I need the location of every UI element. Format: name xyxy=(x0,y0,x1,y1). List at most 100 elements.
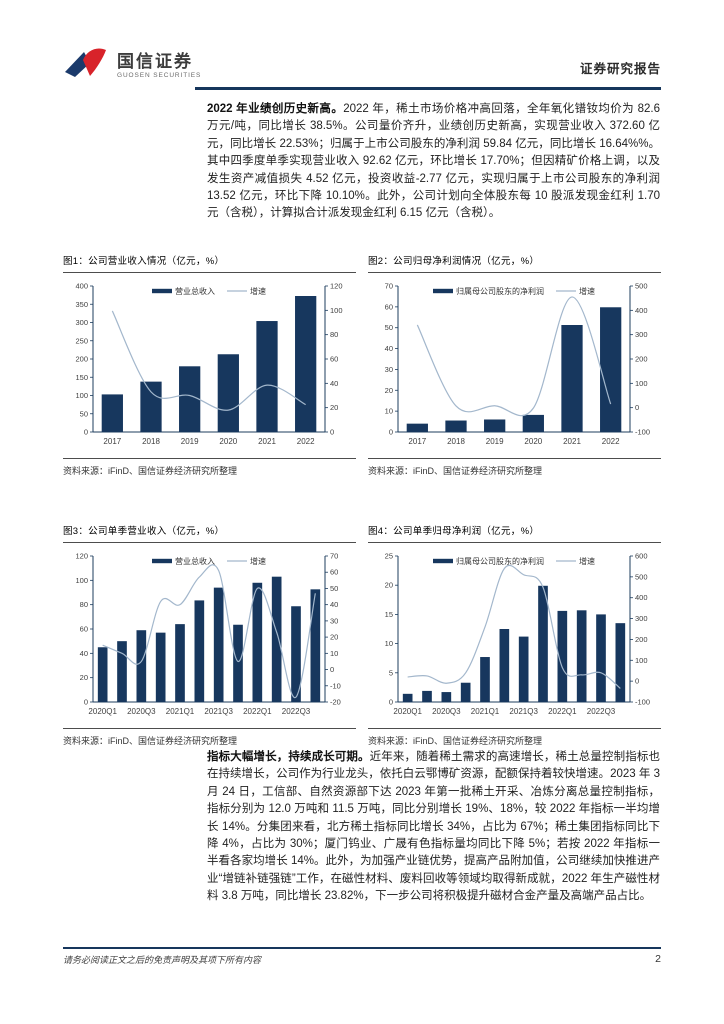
svg-text:2020Q1: 2020Q1 xyxy=(88,707,117,716)
svg-text:120: 120 xyxy=(75,552,88,561)
page-footer: 请务必阅读正文之后的免责声明及其项下所有内容 2 xyxy=(63,947,661,966)
page-header: 国信证券 GUOSEN SECURITIES 证券研究报告 xyxy=(63,46,661,90)
figure-1-title: 图1：公司营业收入情况（亿元，%） xyxy=(63,253,356,273)
figure-4-title: 图4：公司单季归母净利润（亿元，%） xyxy=(368,523,661,543)
svg-text:200: 200 xyxy=(635,635,648,644)
figure-4-chart-area: 0 5 10 15 20 25 -100 0 100 200 300 400 500 600 2020Q1 2… xyxy=(368,543,661,726)
svg-text:2022Q3: 2022Q3 xyxy=(282,707,311,716)
svg-text:60: 60 xyxy=(330,355,338,364)
figure-3-chart: 0 20 40 60 80 100 120 -20 -10 0 10 20 30 40 50 60 70 2020… xyxy=(75,552,341,717)
svg-text:2020Q1: 2020Q1 xyxy=(393,707,422,716)
figure-1-source: 资料来源：iFinD、国信证券经济研究所整理 xyxy=(63,458,356,477)
svg-text:20: 20 xyxy=(385,386,393,395)
svg-text:0: 0 xyxy=(635,677,639,686)
svg-text:2017: 2017 xyxy=(408,437,426,446)
svg-text:-100: -100 xyxy=(635,428,650,437)
svg-text:2017: 2017 xyxy=(103,437,121,446)
figure-2: 图2：公司归母净利润情况（亿元，%） 0 10 20 30 40 50 60 70 -100 0 1… xyxy=(368,253,661,477)
svg-text:-100: -100 xyxy=(635,698,650,707)
guosen-logo: 国信证券 GUOSEN SECURITIES xyxy=(63,46,201,86)
svg-text:2019: 2019 xyxy=(486,437,504,446)
figure-3-chart-area: 0 20 40 60 80 100 120 -20 -10 0 10 20 30 40 50 60 70 2020… xyxy=(63,543,356,726)
svg-text:500: 500 xyxy=(635,282,648,291)
svg-text:300: 300 xyxy=(75,318,88,327)
figure-4: 图4：公司单季归母净利润（亿元，%） 0 5 10 15 20 25 -100 0 100 200… xyxy=(368,523,661,747)
svg-text:归属母公司股东的净利润: 归属母公司股东的净利润 xyxy=(456,286,544,296)
svg-text:5: 5 xyxy=(389,668,393,677)
svg-text:100: 100 xyxy=(75,391,88,400)
svg-text:2020Q3: 2020Q3 xyxy=(432,707,461,716)
svg-text:-20: -20 xyxy=(330,698,341,707)
svg-text:2020: 2020 xyxy=(524,437,542,446)
svg-text:80: 80 xyxy=(80,600,88,609)
svg-text:300: 300 xyxy=(635,330,648,339)
footer-disclaimer: 请务必阅读正文之后的免责声明及其项下所有内容 xyxy=(63,955,262,965)
svg-text:30: 30 xyxy=(330,616,338,625)
svg-text:40: 40 xyxy=(330,600,338,609)
svg-text:200: 200 xyxy=(635,355,648,364)
figure-1: 图1：公司营业收入情况（亿元，%） 0 50 100 150 200 250 300 350 4… xyxy=(63,253,356,477)
svg-text:40: 40 xyxy=(330,379,338,388)
figure-2-chart: 0 10 20 30 40 50 60 70 -100 0 100 200 300 400 500 2017 2… xyxy=(385,282,650,447)
figure-1-chart-area: 0 50 100 150 200 250 300 350 400 0 20 40 60 80 100 120 2… xyxy=(63,273,356,456)
svg-text:100: 100 xyxy=(75,576,88,585)
svg-text:20: 20 xyxy=(330,633,338,642)
svg-text:2022Q3: 2022Q3 xyxy=(587,707,616,716)
svg-text:0: 0 xyxy=(330,428,334,437)
figure-3-title: 图3：公司单季营业收入（亿元，%） xyxy=(63,523,356,543)
logo-subtitle: GUOSEN SECURITIES xyxy=(117,72,202,79)
svg-text:30: 30 xyxy=(385,365,393,374)
figure-1-chart: 0 50 100 150 200 250 300 350 400 0 20 40 60 80 100 120 2… xyxy=(75,282,342,447)
svg-text:50: 50 xyxy=(80,409,88,418)
page-number: 2 xyxy=(655,953,661,965)
svg-text:20: 20 xyxy=(80,673,88,682)
guosen-logo-text: 国信证券 GUOSEN SECURITIES xyxy=(117,52,201,80)
indicators-paragraph: 指标大幅增长，持续成长可期。近年来，随着稀土需求的高速增长，稀土总量控制指标也在… xyxy=(207,749,660,906)
svg-text:600: 600 xyxy=(635,552,648,561)
svg-text:2021Q1: 2021Q1 xyxy=(471,707,500,716)
svg-text:150: 150 xyxy=(75,373,88,382)
figure-4-chart: 0 5 10 15 20 25 -100 0 100 200 300 400 500 600 2020Q1 2… xyxy=(385,552,650,717)
svg-text:0: 0 xyxy=(389,428,393,437)
svg-text:2018: 2018 xyxy=(447,437,465,446)
svg-text:2018: 2018 xyxy=(142,437,160,446)
figure-4-source: 资料来源：iFinD、国信证券经济研究所整理 xyxy=(368,728,661,747)
svg-text:2021: 2021 xyxy=(258,437,276,446)
figure-3: 图3：公司单季营业收入（亿元，%） 0 20 40 60 80 100 120 -20 -10 0… xyxy=(63,523,356,747)
paragraph-lead: 2022 年业绩创历史新高。 xyxy=(207,103,344,115)
svg-text:70: 70 xyxy=(330,552,338,561)
svg-text:2021Q3: 2021Q3 xyxy=(509,707,538,716)
svg-text:25: 25 xyxy=(385,552,393,561)
svg-text:-10: -10 xyxy=(330,681,341,690)
logo-title: 国信证券 xyxy=(117,52,193,71)
paragraph-body: 近年来，随着稀土需求的高速增长，稀土总量控制指标也在持续增长，公司作为行业龙头，… xyxy=(207,751,660,903)
svg-text:2020: 2020 xyxy=(219,437,237,446)
svg-text:营业总收入: 营业总收入 xyxy=(175,286,215,296)
svg-text:350: 350 xyxy=(75,300,88,309)
figures-grid: 图1：公司营业收入情况（亿元，%） 0 50 100 150 200 250 300 350 4… xyxy=(63,253,661,747)
svg-text:0: 0 xyxy=(330,665,334,674)
figure-2-title: 图2：公司归母净利润情况（亿元，%） xyxy=(368,253,661,273)
svg-text:归属母公司股东的净利润: 归属母公司股东的净利润 xyxy=(456,556,544,566)
svg-text:100: 100 xyxy=(635,656,648,665)
svg-text:2021Q3: 2021Q3 xyxy=(204,707,233,716)
svg-text:400: 400 xyxy=(635,593,648,602)
svg-text:20: 20 xyxy=(385,581,393,590)
svg-text:2022: 2022 xyxy=(297,437,315,446)
svg-text:400: 400 xyxy=(635,306,648,315)
guosen-logo-mark-icon xyxy=(65,48,106,77)
svg-text:60: 60 xyxy=(330,568,338,577)
svg-text:增速: 增速 xyxy=(250,556,266,566)
svg-text:20: 20 xyxy=(330,403,338,412)
svg-text:10: 10 xyxy=(385,639,393,648)
svg-text:100: 100 xyxy=(635,379,648,388)
svg-text:营业总收入: 营业总收入 xyxy=(175,556,215,566)
svg-text:10: 10 xyxy=(385,407,393,416)
header-rule xyxy=(195,87,661,90)
svg-text:50: 50 xyxy=(385,323,393,332)
svg-text:0: 0 xyxy=(389,698,393,707)
svg-text:400: 400 xyxy=(75,282,88,291)
svg-text:2022Q1: 2022Q1 xyxy=(548,707,577,716)
svg-text:2019: 2019 xyxy=(181,437,199,446)
svg-text:2020Q3: 2020Q3 xyxy=(127,707,156,716)
